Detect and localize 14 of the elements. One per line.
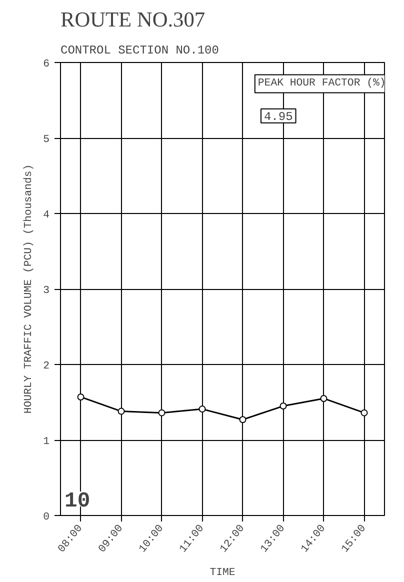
annotation: 4.95 — [264, 110, 293, 124]
chart-title: ROUTE NO.307 — [60, 8, 206, 32]
x-axis-title: TIME — [210, 567, 236, 580]
y-tick-label: 3 — [43, 285, 50, 297]
chart-subtitle: CONTROL SECTION NO.100 — [60, 44, 219, 58]
y-tick-label: 5 — [43, 134, 50, 146]
y-axis-title: HOURLY TRAFFIC VOLUME (PCU) (Thousands) — [23, 164, 36, 414]
y-tick-label: 1 — [43, 436, 50, 448]
y-tick-label: 4 — [43, 210, 50, 222]
y-tick-label: 2 — [43, 360, 50, 372]
annotation: PEAK HOUR FACTOR (%) — [258, 78, 386, 90]
y-tick-label: 6 — [43, 58, 50, 70]
y-tick-label: 0 — [43, 512, 50, 524]
annotation: 10 — [64, 489, 90, 514]
